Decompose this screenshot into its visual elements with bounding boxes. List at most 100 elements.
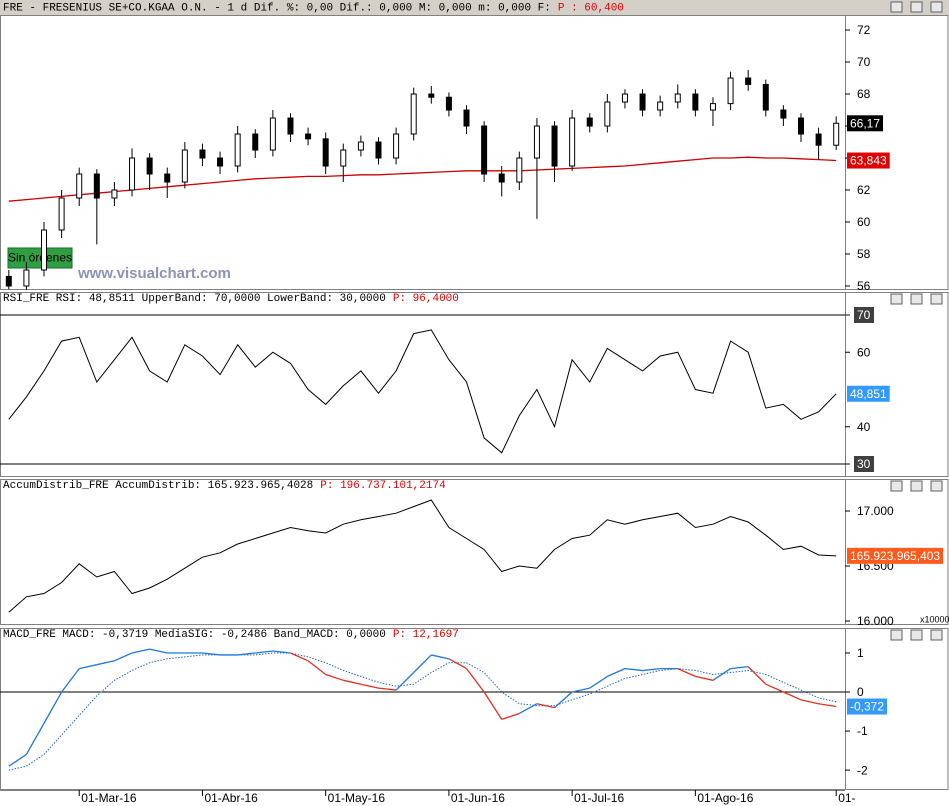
x-tick-label: 01- — [838, 791, 855, 805]
window-button — [890, 629, 903, 641]
candle-body — [428, 93, 435, 98]
candle-body — [181, 149, 188, 183]
value-tag-label: 48,851 — [850, 387, 887, 401]
window-button — [930, 1, 943, 13]
candle-body — [252, 133, 259, 151]
panel-title: MACD_FRE MACD: -0,3719 MediaSIG: -0,2486… — [3, 629, 386, 641]
window-button — [910, 629, 923, 641]
x-tick-label: 01-Abr-16 — [204, 791, 258, 805]
candle-body — [551, 125, 558, 167]
window-button — [930, 293, 943, 305]
tick-box — [854, 455, 874, 472]
macd-segment — [624, 667, 643, 672]
macd-segment — [325, 673, 344, 681]
window-button — [930, 480, 943, 492]
macd-segment — [431, 654, 450, 660]
y-tick-label: 56 — [857, 279, 871, 293]
window-button — [910, 1, 923, 13]
y-tick-label: 0 — [857, 685, 864, 699]
macd-segment — [290, 652, 309, 662]
macd-segment — [43, 691, 63, 724]
candle-body — [639, 93, 646, 111]
macd-segment — [343, 679, 362, 685]
macd-segment — [61, 668, 80, 693]
plot-area — [5, 70, 840, 290]
plot-area — [8, 499, 837, 613]
macd-segment — [483, 691, 503, 720]
axis-frame — [845, 628, 949, 790]
header-bar — [0, 0, 949, 15]
value-tag — [847, 152, 890, 169]
y-tick-label: 40 — [857, 420, 871, 434]
window-button — [910, 480, 923, 492]
candle-body — [146, 157, 153, 175]
y-tick-label: 60 — [857, 215, 871, 229]
macd-segment — [554, 691, 573, 709]
plot-area — [0, 314, 845, 465]
candle-body — [516, 157, 523, 183]
macd-segment — [465, 668, 485, 693]
panel-title-extra: P: 96,4000 — [393, 293, 459, 305]
macd-segment — [149, 648, 168, 654]
macd-segment — [237, 652, 256, 656]
macd-segment — [413, 654, 432, 673]
window-button — [890, 1, 903, 13]
y-tick-label: 70 — [857, 308, 871, 322]
panel-title: FRE - FRESENIUS SE+CO.KGAA O.N. - 1 d Di… — [3, 2, 551, 14]
macd-segment — [765, 683, 784, 693]
orders-button-label[interactable]: Sin órdenes — [8, 251, 72, 265]
candle-body — [657, 101, 664, 111]
macd-segment — [96, 660, 115, 666]
value-tag-label: -0,372 — [850, 700, 884, 714]
axis-frame — [845, 292, 949, 477]
y-tick-label: 72 — [857, 23, 871, 37]
x-tick-label: 01-Jun-16 — [451, 791, 505, 805]
macd-segment — [730, 665, 749, 670]
orders-button[interactable] — [7, 247, 73, 269]
candle-body — [727, 77, 734, 105]
signal-line — [8, 652, 837, 771]
y-tick-label: 70 — [857, 55, 871, 69]
y-tick-label: 62 — [857, 183, 871, 197]
value-tag — [847, 547, 944, 564]
panel-title-extra: P: 12,1697 — [393, 629, 459, 641]
macd-segment — [255, 650, 273, 654]
macd-segment — [642, 667, 661, 672]
candle-body — [745, 77, 752, 85]
candle-body — [340, 149, 347, 167]
candle-body — [199, 149, 206, 159]
y-tick-label: 16.000 — [857, 614, 894, 628]
macd-segment — [395, 672, 415, 691]
candle-body — [762, 83, 769, 111]
value-tag — [847, 698, 888, 715]
candle-body — [269, 117, 276, 151]
candle-body — [234, 133, 241, 167]
indicator-line — [8, 329, 837, 454]
macd-segment — [800, 699, 819, 705]
macd-segment — [783, 691, 802, 701]
candle-body — [797, 117, 804, 135]
candle-body — [604, 101, 611, 127]
axis-frame — [845, 15, 949, 290]
candle-body — [322, 138, 329, 167]
y-tick-label: 1 — [857, 646, 864, 660]
y-tick-label: 58 — [857, 247, 871, 261]
candle-body — [674, 93, 681, 103]
macd-segment — [818, 703, 837, 708]
macd-segment — [8, 753, 27, 767]
candle-body — [375, 141, 382, 159]
candle-body — [621, 93, 628, 103]
value-tag-label: 66,17 — [850, 116, 880, 130]
panel-title-extra: P : 60,400 — [558, 2, 624, 14]
candle-body — [164, 173, 171, 183]
plot-area — [0, 648, 845, 771]
candle-body — [498, 173, 505, 183]
candle-body — [393, 133, 400, 159]
macd-segment — [747, 666, 767, 685]
candle-body — [93, 173, 100, 199]
candle-body — [780, 109, 787, 119]
value-tag-label: 63,843 — [850, 154, 887, 168]
window-button — [930, 629, 943, 641]
candle-body — [5, 275, 12, 287]
